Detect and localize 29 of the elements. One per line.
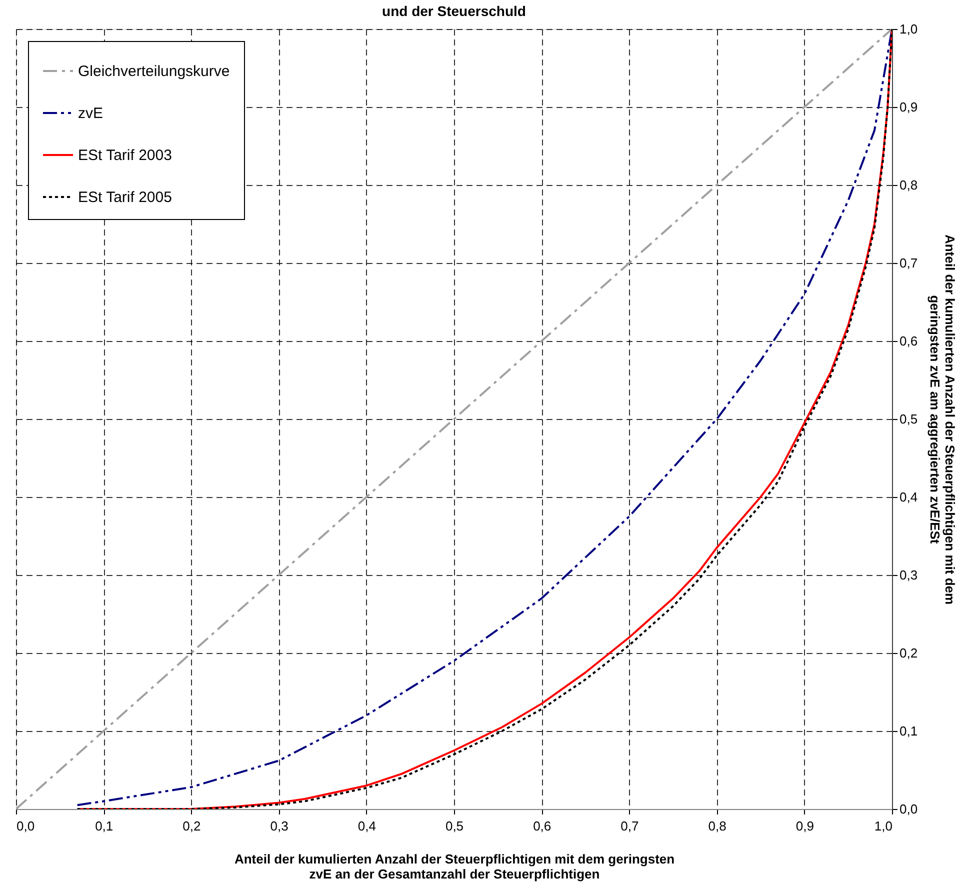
x-tick-label: 0,4 (358, 818, 376, 834)
x-axis-title: Anteil der kumulierten Anzahl der Steuerpflichtigen mit dem geringsten zvE an der Gesamtanzahl der Steuerpflichtigen (234, 852, 675, 882)
x-tick-label: 0,7 (620, 818, 639, 834)
y-tick-label: 0,3 (900, 568, 918, 582)
y-tick-label: 0,6 (900, 334, 918, 348)
y-tick-label: 0,1 (900, 724, 918, 738)
chart-title: und der Steuerschuld (382, 3, 526, 19)
x-tick-label: 0,6 (533, 818, 552, 834)
x-tick-label: 0,9 (796, 818, 814, 834)
y-tick-label: 0,5 (900, 412, 918, 426)
x-tick-label: 0,8 (708, 818, 726, 834)
x-tick-label: 1,0 (874, 818, 892, 834)
x-tick-label: 0,1 (95, 818, 114, 834)
y-tick-label: 0,0 (900, 802, 918, 816)
legend-label: ESt Tarif 2005 (78, 189, 172, 206)
y-tick-label: 1,0 (900, 22, 918, 36)
legend-label: zvE (78, 105, 104, 122)
legend-label: ESt Tarif 2003 (78, 147, 172, 164)
y-tick-label: 0,7 (900, 256, 918, 270)
x-tick-label: 0,5 (445, 818, 464, 834)
y-tick-label: 0,2 (900, 646, 918, 660)
x-tick-label: 0,2 (182, 818, 201, 834)
y-tick-label: 0,9 (900, 100, 918, 114)
y-axis-title: Anteil der kumulierten Anzahl der Steuerpflichtigen mit dem geringsten zvE am aggregierten zvE/ESt (928, 234, 958, 605)
x-tick-label: 0,0 (16, 818, 35, 834)
legend-label: Gleichverteilungskurve (78, 63, 230, 80)
y-tick-label: 0,8 (900, 178, 918, 192)
x-tick-label: 0,3 (270, 818, 288, 834)
y-tick-label: 0,4 (900, 490, 918, 504)
